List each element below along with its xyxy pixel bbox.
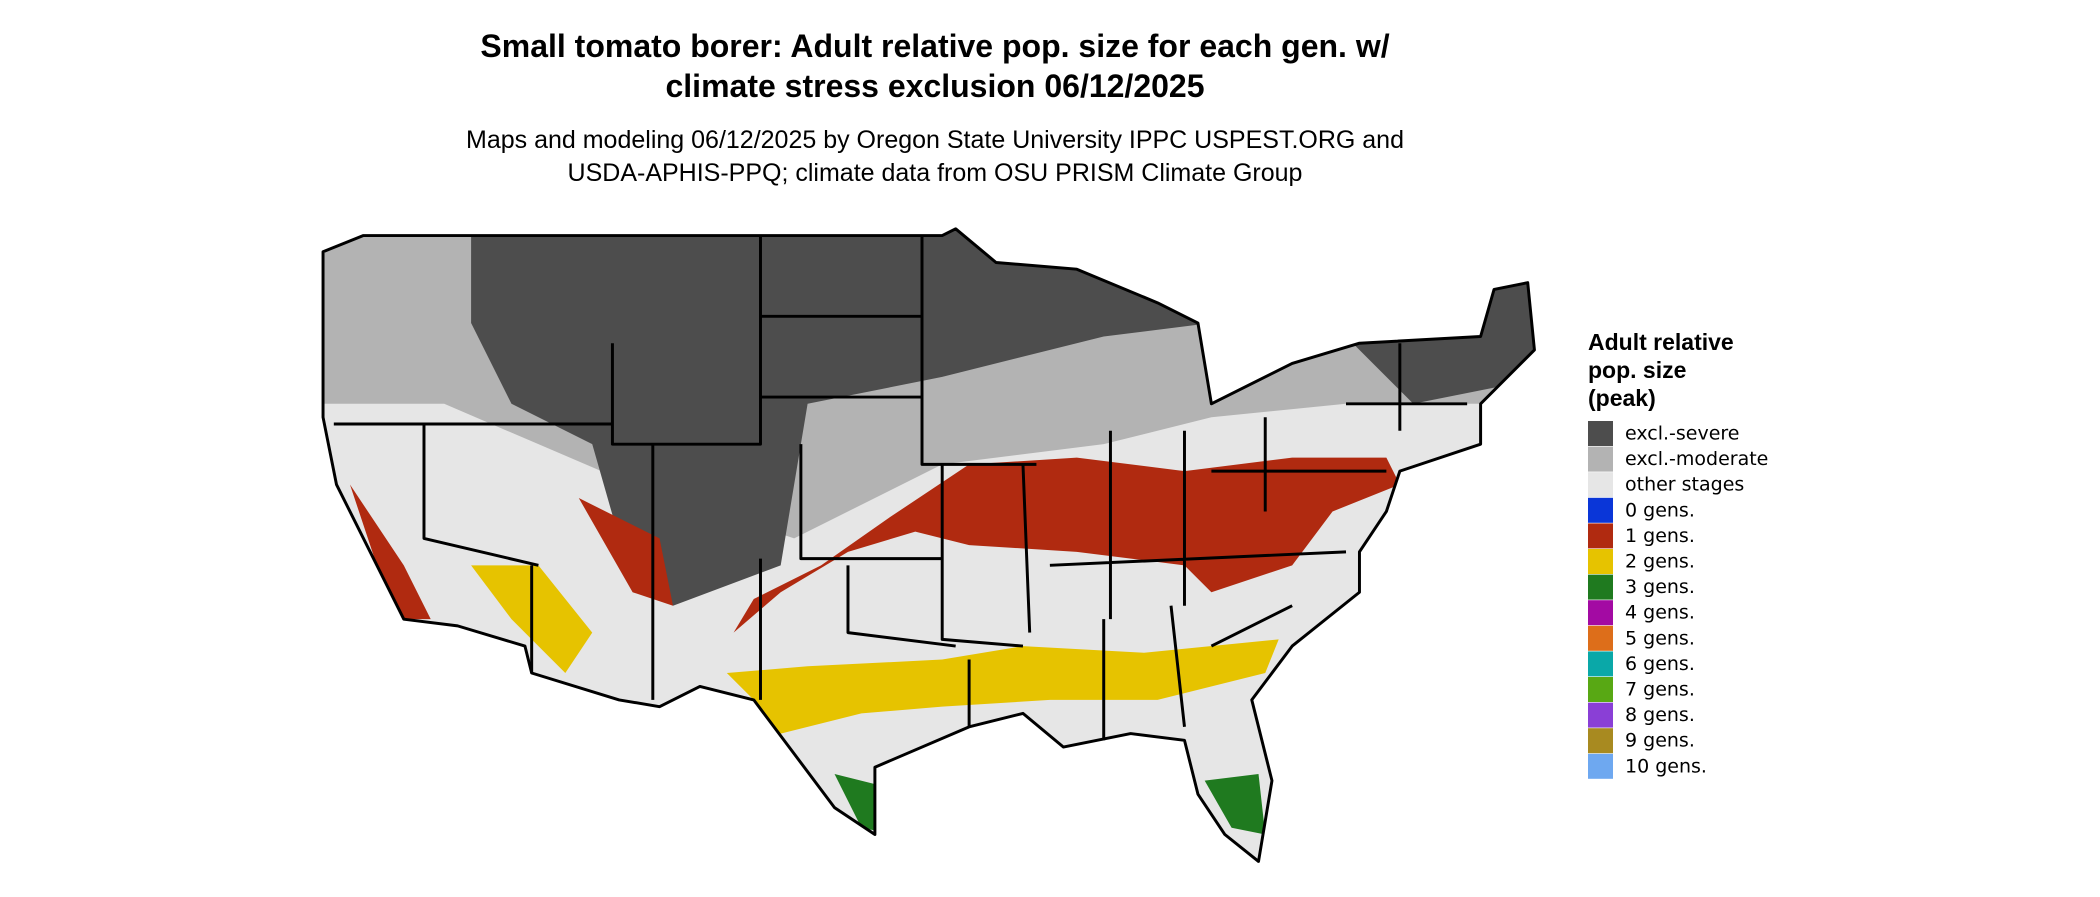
legend-label: 4 gens. <box>1625 602 1695 624</box>
legend-label: 7 gens. <box>1625 679 1695 701</box>
legend-title: pop. size <box>1588 357 1686 383</box>
legend-swatch <box>1588 549 1613 574</box>
region-one-gen <box>349 484 673 620</box>
legend-label: 3 gens. <box>1625 576 1695 598</box>
subtitle-line: Maps and modeling 06/12/2025 by Oregon S… <box>466 126 1404 154</box>
legend-label: 6 gens. <box>1625 653 1695 675</box>
legend-swatch <box>1588 728 1613 754</box>
region-two-gen <box>726 639 1279 734</box>
legend-swatch <box>1588 497 1613 523</box>
title-line: Small tomato borer: Adult relative pop. … <box>480 28 1389 64</box>
legend-swatch <box>1588 753 1613 779</box>
legend-title: Adult relative <box>1588 329 1734 355</box>
region-severe <box>471 228 1212 606</box>
legend-label: 9 gens. <box>1625 730 1695 752</box>
legend-swatch <box>1588 446 1613 472</box>
legend-swatch <box>1588 574 1613 600</box>
legend-label: 0 gens. <box>1625 499 1695 521</box>
legend-swatch <box>1588 600 1613 626</box>
legend-swatch <box>1588 421 1613 446</box>
legend-label: excl.-moderate <box>1625 448 1768 470</box>
legend-label: 2 gens. <box>1625 551 1695 573</box>
legend-swatch <box>1588 651 1613 677</box>
legend-label: excl.-severe <box>1625 423 1740 445</box>
legend-swatch <box>1588 523 1613 549</box>
us-map <box>321 227 1536 863</box>
legend-swatch <box>1588 625 1613 651</box>
legend-label: 5 gens. <box>1625 627 1695 649</box>
legend-label: 1 gens. <box>1625 525 1695 547</box>
legend-swatch <box>1588 677 1613 702</box>
legend-swatch <box>1588 472 1613 498</box>
title-line: climate stress exclusion 06/12/2025 <box>665 68 1204 104</box>
legend-label: other stages <box>1625 474 1744 496</box>
legend-swatch <box>1588 702 1613 728</box>
state-borders <box>333 235 1468 741</box>
legend-label: 10 gens. <box>1625 755 1707 777</box>
subtitle-line: USDA-APHIS-PPQ; climate data from OSU PR… <box>568 159 1303 187</box>
legend: Adult relative pop. size (peak) excl.-se… <box>1588 329 1768 779</box>
region-one-gen <box>733 457 1400 633</box>
legend-label: 8 gens. <box>1625 704 1695 726</box>
legend-title: (peak) <box>1588 385 1656 411</box>
